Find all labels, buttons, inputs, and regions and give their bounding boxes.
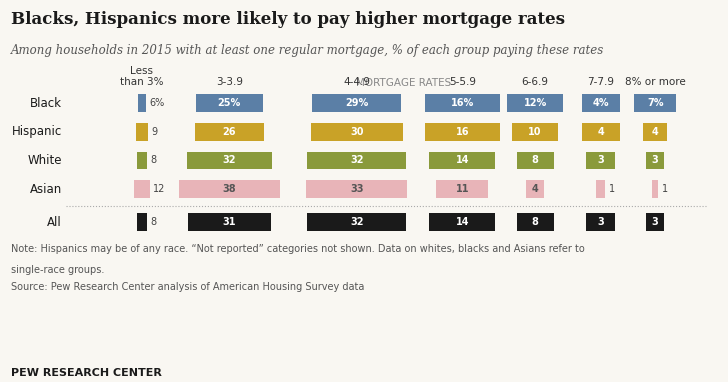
Text: 8: 8 — [151, 155, 157, 165]
Text: Black: Black — [30, 97, 62, 110]
Text: 8: 8 — [531, 155, 539, 165]
Text: 4: 4 — [531, 184, 539, 194]
Text: 16: 16 — [456, 127, 469, 137]
Text: Asian: Asian — [30, 183, 62, 196]
Text: 16%: 16% — [451, 98, 474, 108]
Text: 7-7.9: 7-7.9 — [587, 78, 614, 87]
Text: MORTGAGE RATES: MORTGAGE RATES — [357, 78, 451, 88]
Text: 1: 1 — [609, 184, 615, 194]
Text: 3: 3 — [597, 155, 604, 165]
Text: 5-5.9: 5-5.9 — [448, 78, 476, 87]
Text: 31: 31 — [223, 217, 236, 227]
Text: 4-4.9: 4-4.9 — [343, 78, 371, 87]
Text: 3: 3 — [652, 217, 659, 227]
Text: Note: Hispanics may be of any race. “Not reported” categories not shown. Data on: Note: Hispanics may be of any race. “Not… — [11, 244, 585, 254]
Text: 32: 32 — [350, 217, 363, 227]
Text: 4%: 4% — [593, 98, 609, 108]
Text: All: All — [47, 215, 62, 228]
Text: Source: Pew Research Center analysis of American Housing Survey data: Source: Pew Research Center analysis of … — [11, 282, 364, 293]
Text: 14: 14 — [456, 217, 469, 227]
Text: 6-6.9: 6-6.9 — [521, 78, 549, 87]
Text: 4: 4 — [652, 127, 659, 137]
Text: Hispanic: Hispanic — [12, 125, 62, 138]
Text: 3: 3 — [597, 217, 604, 227]
Text: Among households in 2015 with at least one regular mortgage, % of each group pay: Among households in 2015 with at least o… — [11, 44, 604, 57]
Text: 32: 32 — [350, 155, 363, 165]
Text: 11: 11 — [456, 184, 469, 194]
Text: 6%: 6% — [149, 98, 165, 108]
Text: 32: 32 — [223, 155, 236, 165]
Text: 3-3.9: 3-3.9 — [215, 78, 243, 87]
Text: 38: 38 — [223, 184, 236, 194]
Text: 33: 33 — [350, 184, 363, 194]
Text: 10: 10 — [529, 127, 542, 137]
Text: 3: 3 — [652, 155, 659, 165]
Text: 9: 9 — [151, 127, 157, 137]
Text: Less
than 3%: Less than 3% — [120, 66, 164, 87]
Text: 29%: 29% — [345, 98, 368, 108]
Text: 7%: 7% — [647, 98, 663, 108]
Text: single-race groups.: single-race groups. — [11, 265, 104, 275]
Text: 8% or more: 8% or more — [625, 78, 686, 87]
Text: White: White — [28, 154, 62, 167]
Text: 4: 4 — [597, 127, 604, 137]
Text: 8: 8 — [531, 217, 539, 227]
Text: PEW RESEARCH CENTER: PEW RESEARCH CENTER — [11, 368, 162, 378]
Text: 30: 30 — [350, 127, 363, 137]
Text: 12: 12 — [154, 184, 166, 194]
Text: 12%: 12% — [523, 98, 547, 108]
Text: 25%: 25% — [218, 98, 241, 108]
Text: 8: 8 — [151, 217, 157, 227]
Text: Blacks, Hispanics more likely to pay higher mortgage rates: Blacks, Hispanics more likely to pay hig… — [11, 11, 565, 29]
Text: 1: 1 — [662, 184, 668, 194]
Text: 26: 26 — [223, 127, 236, 137]
Text: 14: 14 — [456, 155, 469, 165]
